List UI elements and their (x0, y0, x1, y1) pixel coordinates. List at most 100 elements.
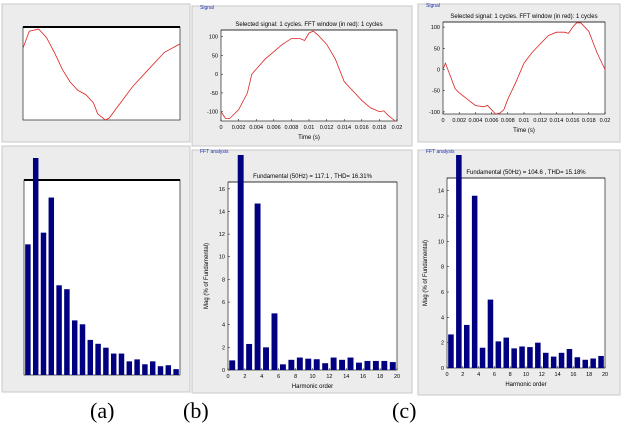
harmonic-bar-17 (582, 359, 589, 368)
x-tick-label: 2 (461, 372, 464, 378)
x-tick-label: 0.018 (373, 125, 387, 131)
x-tick-label: 16 (570, 372, 576, 378)
harmonic-bar-11 (535, 342, 541, 368)
harmonic-bar-3 (471, 195, 478, 368)
harmonic-bar-16 (149, 361, 156, 375)
harmonic-bar-13 (550, 356, 557, 368)
y-tick-label: 8 (441, 265, 444, 271)
harmonic-bar-3 (254, 203, 261, 370)
harmonic-bar-11 (110, 353, 117, 375)
harmonic-bar-7 (503, 337, 510, 368)
harmonic-bar-12 (118, 353, 125, 375)
harmonic-bar-17 (157, 366, 164, 375)
y-tick-label: 4 (441, 315, 444, 321)
harmonic-bar-19 (598, 355, 604, 368)
harmonic-bar-16 (574, 357, 581, 368)
y-tick-label: -50 (210, 91, 218, 97)
x-tick-label: 14 (555, 372, 561, 378)
y-tick-label: 14 (219, 209, 225, 215)
x-tick-label: 12 (326, 374, 332, 380)
x-tick-label: 4 (477, 372, 480, 378)
harmonic-bar-6 (71, 320, 78, 375)
signal-line (442, 22, 606, 115)
x-tick-label: 0.01 (304, 125, 315, 131)
x-tick-label: 0.004 (469, 118, 483, 124)
harmonic-bar-17 (372, 360, 379, 370)
x-tick-label: 10 (523, 372, 529, 378)
y-tick-label: 6 (222, 300, 225, 306)
y-tick-label: 10 (438, 239, 444, 245)
harmonic-bar-7 (79, 324, 86, 375)
chart-title: Selected signal: 1 cycles. FFT window (i… (450, 14, 597, 20)
harmonic-bar-9 (95, 343, 101, 375)
harmonic-bar-0 (229, 360, 236, 370)
x-tick-label: 10 (309, 374, 315, 380)
chart-title: Selected signal: 1 cycles. FFT window (i… (235, 22, 382, 28)
y-tick-label: 4 (222, 323, 225, 329)
harmonic-bar-0 (25, 244, 31, 375)
x-tick-label: 2 (243, 374, 246, 380)
group-label: Signal (426, 3, 440, 9)
signal-line (220, 30, 396, 122)
y-tick-label: 12 (219, 232, 225, 238)
y-axis-label: Mag (% of Fundamental) (423, 240, 429, 306)
x-axis-label: Harmonic order (505, 382, 546, 388)
group-label: FFT analysis (200, 149, 229, 155)
y-tick-label: 0 (222, 368, 225, 374)
plot-area (220, 29, 398, 122)
harmonic-bar-10 (313, 359, 320, 370)
harmonic-bar-10 (103, 347, 109, 375)
harmonic-bar-12 (542, 352, 549, 368)
chart-title: Fundamental (50Hz) = 117.1 , THD= 16.31% (253, 174, 373, 180)
x-tick-label: 0 (441, 118, 444, 124)
harmonic-bar-13 (126, 361, 133, 375)
y-tick-label: 2 (222, 345, 225, 351)
x-tick-label: 0.008 (285, 125, 299, 131)
harmonic-bar-8 (511, 348, 517, 368)
x-tick-label: 0.016 (566, 118, 580, 124)
x-tick-label: 0.004 (249, 125, 263, 131)
harmonic-bar-18 (165, 365, 172, 375)
plot-area (442, 21, 606, 115)
y-tick-label: 16 (219, 187, 225, 193)
x-tick-label: 0.02 (392, 125, 403, 131)
harmonic-bar-3 (48, 197, 55, 375)
y-tick-label: 8 (222, 277, 225, 283)
harmonic-bar-9 (519, 346, 525, 368)
harmonic-bar-5 (487, 299, 494, 368)
harmonic-bar-6 (495, 341, 502, 368)
harmonic-bar-2 (463, 324, 470, 368)
y-tick-label: 50 (434, 46, 440, 52)
x-tick-label: 4 (260, 374, 263, 380)
plot-area (446, 177, 606, 369)
y-tick-label: 2 (441, 341, 444, 347)
harmonic-bar-11 (322, 363, 329, 370)
y-tick-label: -100 (429, 110, 440, 116)
harmonic-bar-4 (56, 285, 62, 375)
harmonic-bar-12 (330, 357, 337, 370)
harmonic-bar-14 (347, 357, 354, 370)
harmonic-bar-15 (566, 349, 573, 368)
harmonic-bar-8 (87, 339, 94, 375)
x-tick-label: 14 (343, 374, 349, 380)
x-axis-label: Harmonic order (292, 384, 333, 390)
x-tick-label: 0 (445, 372, 448, 378)
harmonic-bar-1 (32, 158, 39, 375)
x-tick-label: 0.018 (582, 118, 596, 124)
x-tick-label: 0 (219, 125, 222, 131)
y-tick-label: 12 (438, 214, 444, 220)
harmonic-bar-1 (456, 155, 462, 368)
x-tick-label: 20 (602, 372, 608, 378)
x-tick-label: 0.01 (519, 118, 530, 124)
group-label: Signal (200, 5, 214, 11)
harmonic-bar-14 (558, 352, 565, 368)
x-tick-label: 0.002 (232, 125, 246, 131)
harmonic-bar-15 (142, 364, 148, 375)
harmonic-bar-19 (173, 369, 179, 375)
x-tick-label: 0.008 (501, 118, 515, 124)
y-tick-label: 100 (431, 25, 440, 31)
harmonic-bar-19 (389, 362, 396, 370)
y-tick-label: 0 (215, 72, 218, 78)
x-tick-label: 12 (539, 372, 545, 378)
